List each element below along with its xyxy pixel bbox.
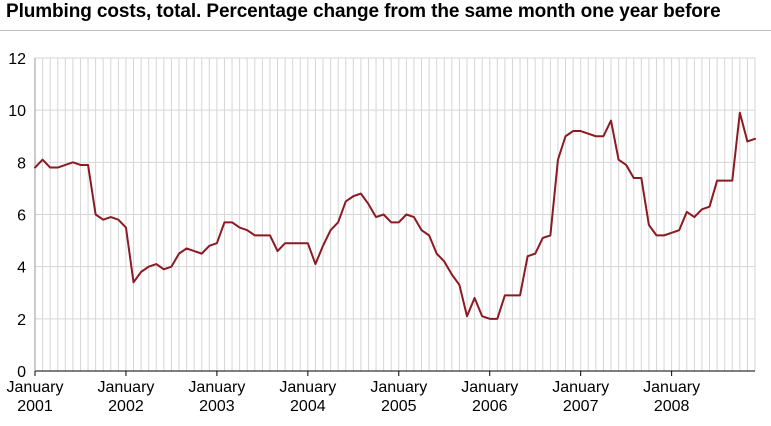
x-tick-label-month: January: [552, 379, 609, 396]
y-tick-label: 12: [8, 51, 26, 68]
x-tick-label-year: 2004: [290, 398, 326, 415]
y-tick-label: 6: [17, 208, 26, 225]
x-tick-label-month: January: [461, 379, 518, 396]
x-tick-label-year: 2003: [199, 398, 235, 415]
horizontal-gridlines: [35, 57, 755, 320]
chart-title: Plumbing costs, total. Percentage change…: [6, 1, 721, 22]
axes: [34, 58, 755, 376]
y-tick-label: 0: [17, 364, 26, 381]
x-tick-label-year: 2007: [563, 398, 599, 415]
x-tick-label-month: January: [370, 379, 427, 396]
x-tick-label-month: January: [188, 379, 245, 396]
x-tick-label-month: January: [7, 379, 64, 396]
title-divider: [0, 30, 771, 31]
x-tick-label-year: 2008: [654, 398, 690, 415]
x-tick-label-month: January: [643, 379, 700, 396]
series-line: [34, 111, 756, 320]
series-group: [34, 111, 756, 320]
x-tick-labels: January 2001 January 2002 January 2003 January…: [7, 379, 701, 415]
y-tick-label: 8: [17, 155, 26, 172]
x-tick-label-year: 2005: [381, 398, 417, 415]
y-tick-labels: 0 2 4 6 8 10 12: [8, 51, 26, 381]
x-tick-label-year: 2001: [17, 398, 53, 415]
x-tick-label-year: 2002: [108, 398, 144, 415]
x-tick-label-year: 2006: [472, 398, 508, 415]
x-tick-label-month: January: [97, 379, 154, 396]
y-tick-label: 4: [17, 260, 26, 277]
y-tick-label: 10: [8, 103, 26, 120]
x-tick-label-month: January: [279, 379, 336, 396]
y-tick-label: 2: [17, 312, 26, 329]
